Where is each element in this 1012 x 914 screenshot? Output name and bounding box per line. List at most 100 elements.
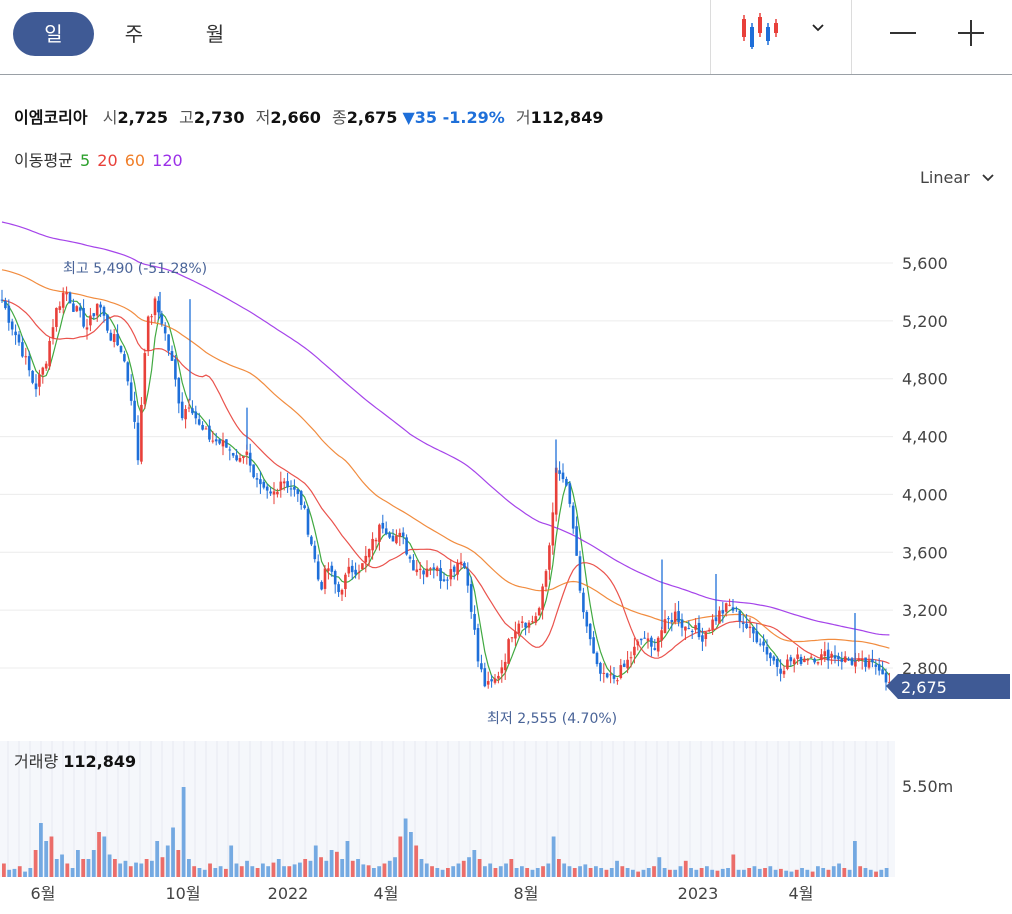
candle-body [41,367,45,375]
volume-bar [91,850,96,877]
candle-body [371,538,374,551]
volume-bar [726,868,730,877]
volume-bar [768,866,773,877]
period-day-tab[interactable]: 일 [13,12,94,56]
chevron-down-icon [982,174,994,182]
candle-body [823,651,827,657]
candle-body [102,306,106,316]
close-label: 종 [332,108,347,127]
volume-bar [23,871,27,877]
period-month-tab[interactable]: 월 [205,22,225,46]
candle-body [10,321,14,330]
candle-body [136,422,140,461]
candle-body [119,346,123,353]
candle-body [843,656,847,663]
zoom-out-button[interactable] [880,10,926,56]
candle-body [755,631,759,643]
candle-body [269,491,272,494]
volume-bar [874,871,878,877]
candle-body [194,411,198,419]
zoom-in-button[interactable] [948,10,994,56]
candle-body [551,512,555,546]
candle-body [384,528,388,535]
candle-body [663,619,667,634]
volume-bar [261,863,265,877]
candlestick-icon [742,13,778,49]
candle-body [741,622,745,625]
candle-body [500,667,504,674]
x-tick-label: 6월 [31,884,56,903]
candle-body [765,647,769,655]
period-week-tab[interactable]: 주 [124,22,144,46]
candle-body [0,299,4,301]
candle-body [463,562,466,568]
candle-body [153,298,157,316]
candle-body [660,630,663,641]
volume-bar [255,868,260,877]
candle-body [282,481,286,484]
volume-bar [102,836,107,877]
volume-bar [530,869,535,877]
ma-60-line [1,269,890,649]
volume-bar [567,866,572,877]
volume-bar [747,868,752,877]
volume-bar [599,868,604,877]
volume-bar [779,868,783,877]
candle-body [701,635,704,642]
candle-body [558,470,561,474]
volume-bar [65,863,70,877]
candle-body [78,307,82,311]
volume-bar [298,862,302,877]
candle-body [48,340,51,367]
volume-bar [662,868,667,877]
candle-body [347,566,351,574]
volume-bar [176,850,181,877]
volume-bar [361,864,366,877]
volume-bar [641,869,646,877]
candle-body [191,408,194,414]
candle-body [313,545,317,560]
candle-body [446,579,449,581]
chart-type-selector[interactable] [710,0,852,74]
candle-body [129,382,133,401]
candle-body [850,658,854,665]
volume-bar [652,866,656,877]
candle-body [847,658,850,661]
candle-body [877,664,881,671]
volume-bar [160,857,165,877]
candle-body [667,618,670,620]
candle-body [575,526,578,556]
candle-body [782,670,786,675]
candle-body [493,678,497,683]
candle-body [772,656,776,661]
volume-bar [266,866,271,877]
ma-60-legend[interactable]: 60 [124,151,146,170]
candle-body [497,675,500,679]
candle-body [68,292,72,304]
ma-120-legend[interactable]: 120 [152,151,183,170]
candle-body [435,567,439,572]
candle-body [378,524,381,543]
current-price-label: 2,675 [901,678,947,697]
scale-mode-selector[interactable]: Linear [920,168,995,187]
volume-bar [467,857,471,877]
y-tick-label: 2,800 [902,659,948,678]
volume-bar [7,869,12,877]
candle-body [180,401,184,419]
candle-body [860,658,864,661]
volume-bar [181,787,186,877]
candle-body [813,658,816,663]
candle-body [58,306,62,310]
candle-body [85,327,89,330]
volume-bar [710,869,715,877]
volume-bar [493,868,498,877]
ma-5-legend[interactable]: 5 [79,151,91,170]
x-tick-label: 2023 [678,884,719,903]
candle-body [27,356,31,371]
ma-20-legend[interactable]: 20 [97,151,118,170]
y-tick-label: 3,600 [902,543,948,562]
volume-bar [192,866,197,877]
candle-body [480,663,483,670]
candle-body [656,637,660,652]
